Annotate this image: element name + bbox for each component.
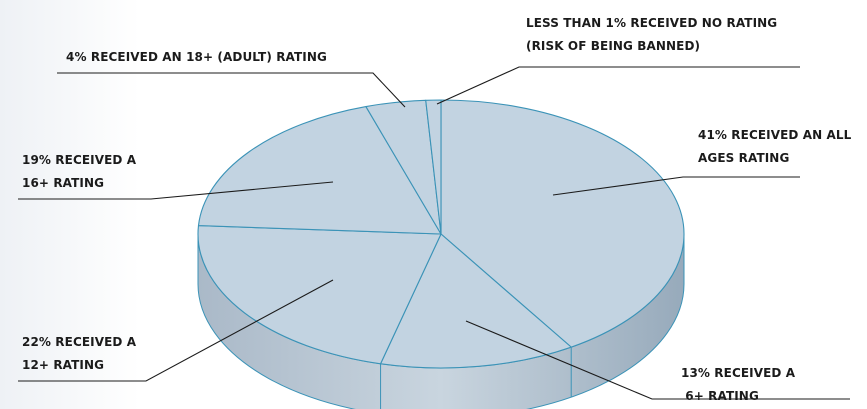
slice-label-line: (RISK OF BEING BANNED)	[526, 39, 700, 53]
leader-line-6	[436, 66, 800, 105]
leader-line-5	[57, 72, 406, 108]
leader-line-3	[18, 279, 334, 382]
slice-label-line: 16+ RATING	[22, 176, 104, 190]
leader-line-1	[552, 176, 800, 196]
slice-label-line: 19% RECEIVED A	[22, 153, 137, 167]
slice-label-3: 22% RECEIVED A 12+ RATING	[22, 335, 137, 372]
pie-slice-6	[425, 99, 442, 235]
pie-slice-2	[380, 233, 572, 369]
pie-slice-3	[197, 225, 442, 365]
slice-label-line: 6+ RATING	[681, 389, 759, 403]
slice-label-2: 13% RECEIVED A 6+ RATING	[681, 366, 796, 403]
slice-label-1: 41% RECEIVED AN ALL AGES RATING	[698, 128, 852, 165]
slice-label-line: 13% RECEIVED A	[681, 366, 796, 380]
slice-label-line: AGES RATING	[698, 151, 789, 165]
slice-label-line: 22% RECEIVED A	[22, 335, 137, 349]
slice-label-line: 4% RECEIVED AN 18+ (ADULT) RATING	[66, 50, 327, 64]
pie-slice-1	[440, 99, 685, 348]
leader-line-4	[18, 181, 334, 200]
slice-label-line: 12+ RATING	[22, 358, 104, 372]
pie-slice-4	[197, 106, 442, 235]
leader-line-2	[465, 320, 850, 400]
slice-label-line: LESS THAN 1% RECEIVED NO RATING	[526, 16, 777, 30]
slice-label-4: 19% RECEIVED A 16+ RATING	[22, 153, 137, 190]
slice-label-6: LESS THAN 1% RECEIVED NO RATING (RISK OF …	[526, 16, 777, 53]
slice-label-5: 4% RECEIVED AN 18+ (ADULT) RATING	[66, 50, 327, 64]
slice-label-line: 41% RECEIVED AN ALL	[698, 128, 852, 142]
